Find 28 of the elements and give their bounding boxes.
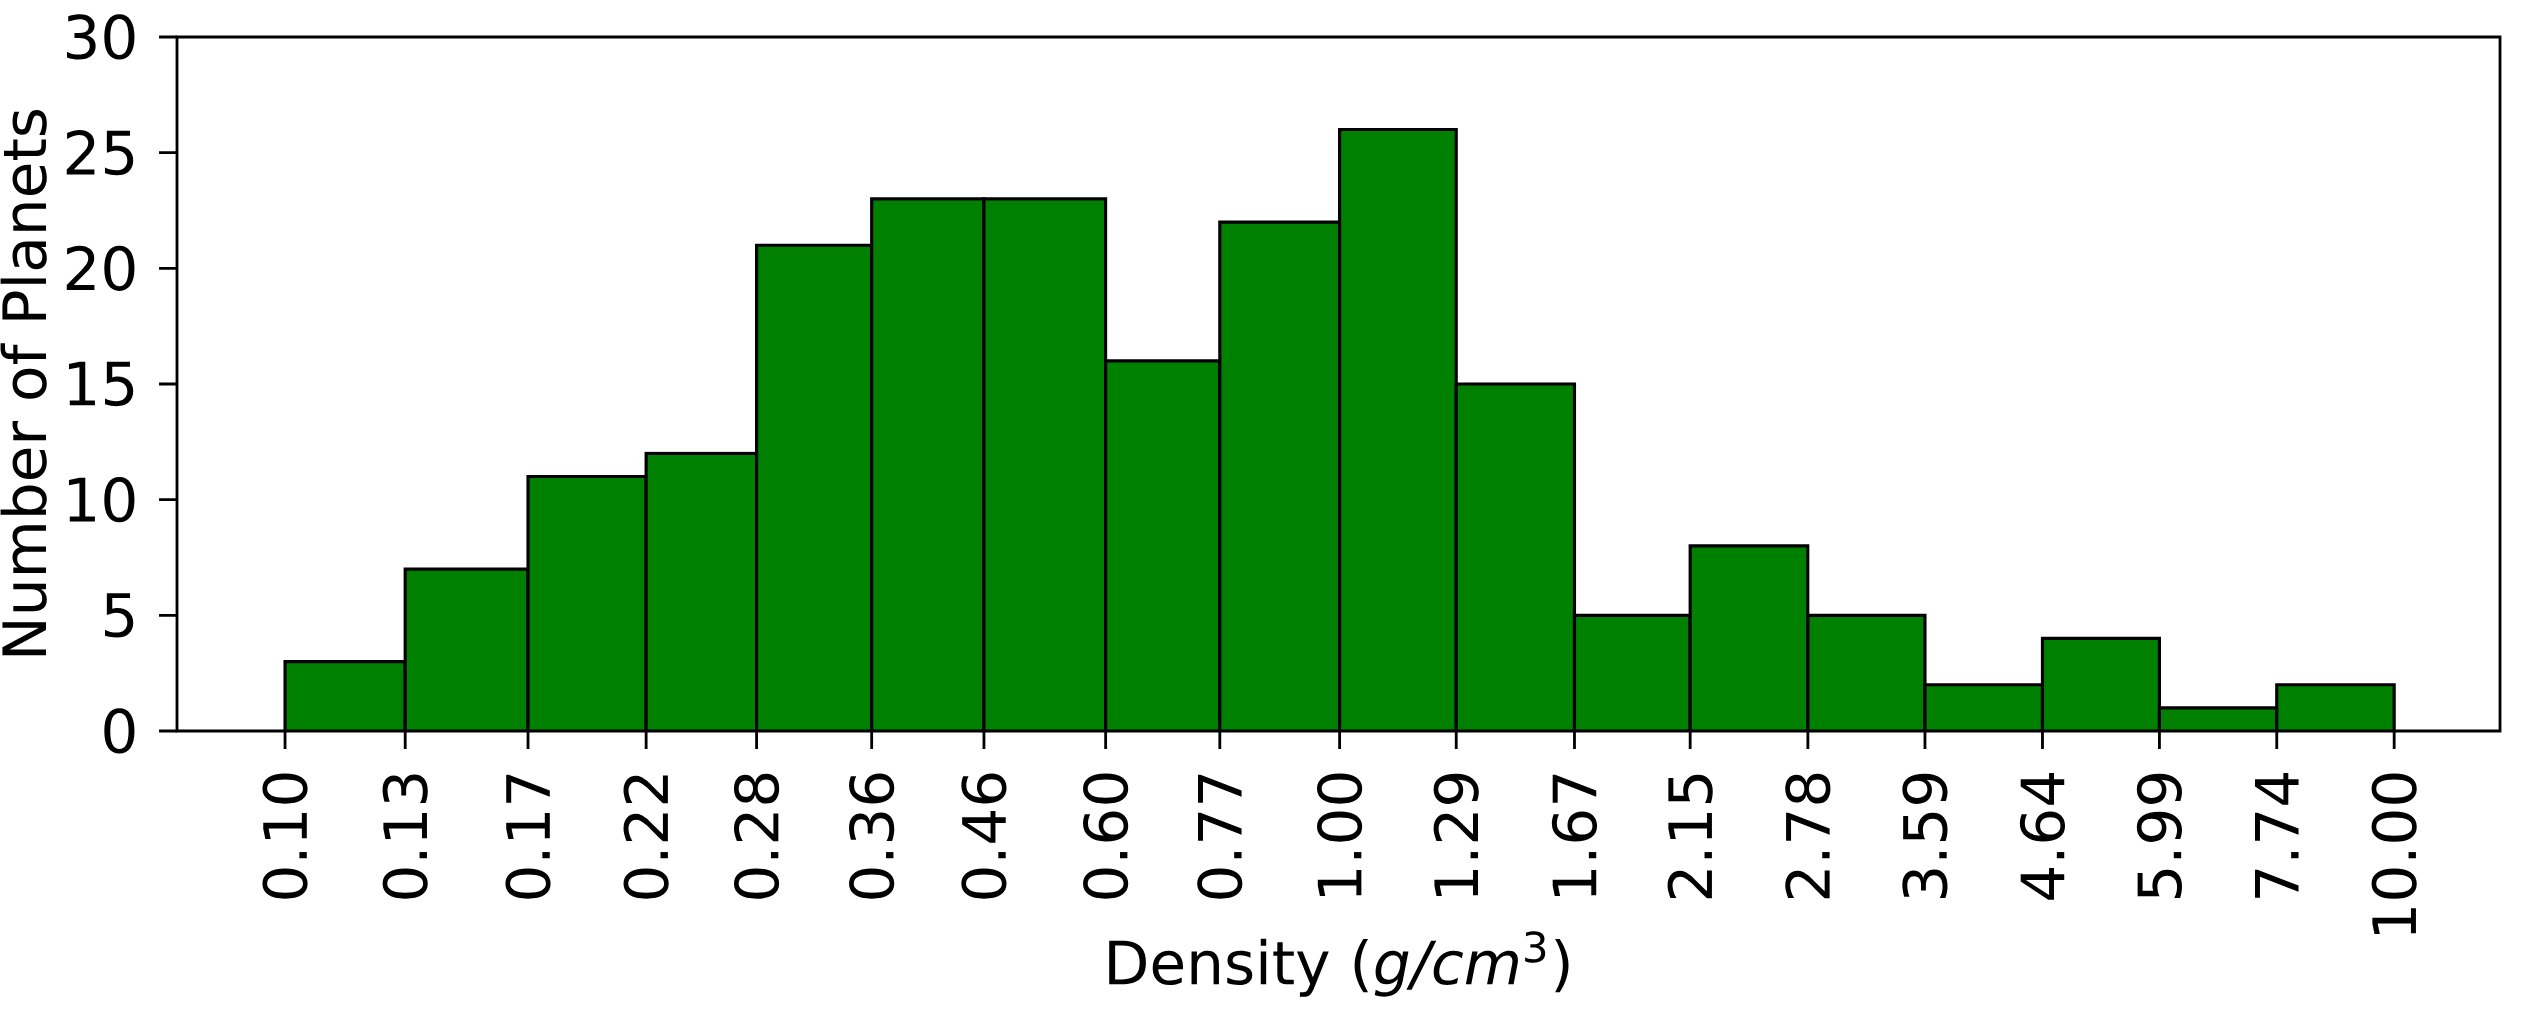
x-tick-label: 2.15	[1667, 774, 1713, 899]
y-tick-label: 15	[68, 361, 134, 407]
x-tick-label: 4.64	[2019, 772, 2066, 900]
x-tick-label: 0.17	[505, 774, 551, 899]
x-tick-label: 0.10	[262, 773, 308, 899]
x-tick-label: 5.99	[2136, 773, 2182, 899]
x-tick-label: 0.60	[1083, 773, 1129, 899]
x-tick-label: 0.22	[623, 775, 669, 899]
x-tick-label: 1.67	[1551, 774, 1598, 897]
x-tick-label: 7.74	[2255, 772, 2299, 898]
x-tick-label: 0.77	[1197, 774, 1243, 899]
x-tick-label: 0.13	[382, 774, 428, 899]
x-tick-label: 0.36	[849, 773, 895, 899]
y-tick-label: 30	[66, 14, 135, 60]
x-tick-label: 0.46	[961, 773, 1007, 899]
x-tick-label: 1.29	[1433, 773, 1479, 897]
x-tick-label: 10.00	[2371, 773, 2417, 935]
y-tick-label: 5	[105, 593, 134, 638]
y-tick-label: 10	[68, 477, 135, 523]
x-tick-label: 3.59	[1902, 773, 1948, 899]
y-tick-label: 20	[66, 245, 135, 291]
x-tick-label: 0.28	[733, 773, 780, 899]
y-tick-label: 0	[104, 708, 135, 754]
y-tick-label: 25	[66, 130, 134, 176]
x-tick-label: 2.78	[1785, 773, 1831, 899]
y-axis-title: Number of Planets	[0, 109, 47, 656]
x-axis-title: Density (g/cm$^{3}$)	[1109, 931, 1569, 997]
x-tick-label: 1.00	[1316, 773, 1363, 897]
